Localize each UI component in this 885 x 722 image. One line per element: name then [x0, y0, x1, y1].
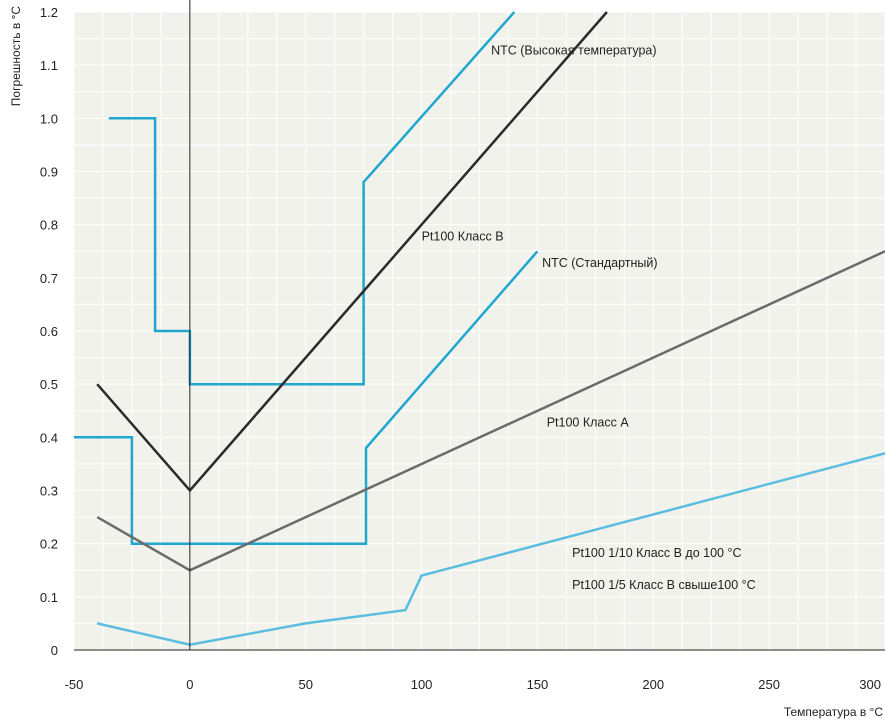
- y-tick-label: 0.2: [40, 537, 58, 552]
- series-annotation: NTC (Стандартный): [542, 256, 657, 270]
- x-tick-label: 250: [758, 677, 780, 692]
- y-tick-label: 1.1: [40, 58, 58, 73]
- y-tick-label: 1.2: [40, 5, 58, 20]
- y-tick-label: 0: [51, 643, 58, 658]
- y-tick-label: 0.3: [40, 484, 58, 499]
- y-tick-label: 1.0: [40, 111, 58, 126]
- y-tick-label: 0.9: [40, 165, 58, 180]
- series-annotation: NTC (Высокая температура): [491, 44, 656, 58]
- x-tick-label: 50: [298, 677, 312, 692]
- series-annotation: Pt100 Класс A: [547, 416, 630, 430]
- x-tick-label: 300: [859, 677, 881, 692]
- y-tick-label: 0.6: [40, 324, 58, 339]
- axes: [74, 0, 885, 651]
- y-tick-label: 0.4: [40, 430, 58, 445]
- y-tick-labels: 0 0.1 0.2 0.3 0.4 0.5 0.6 0.7 0.8 0.9 1.0 1.1 1.2: [40, 5, 58, 658]
- series-annotation: Pt100 1/5 Класс B свыше100 °C: [572, 578, 756, 592]
- y-tick-label: 0.8: [40, 218, 58, 233]
- y-tick-label: 0.5: [40, 377, 58, 392]
- x-tick-labels: -50 0 50 100 150 200 250 300: [65, 677, 881, 692]
- annotations: NTC (Высокая температура) Pt100 Класс B NT…: [422, 44, 756, 592]
- x-tick-label: 200: [642, 677, 664, 692]
- series-line-5: [96, 452, 885, 646]
- y-axis-title: Погрешность в °C: [9, 6, 23, 107]
- series-annotation: Pt100 Класс B: [422, 230, 504, 244]
- x-tick-label: 100: [411, 677, 433, 692]
- x-axis-title: Температура в °C: [784, 705, 884, 719]
- x-tick-label: 0: [186, 677, 193, 692]
- y-tick-label: 0.7: [40, 271, 58, 286]
- y-tick-label: 0.1: [40, 590, 58, 605]
- series-annotation: Pt100 1/10 Класс B до 100 °C: [572, 546, 741, 560]
- x-tick-label: 150: [527, 677, 549, 692]
- x-tick-label: -50: [65, 677, 84, 692]
